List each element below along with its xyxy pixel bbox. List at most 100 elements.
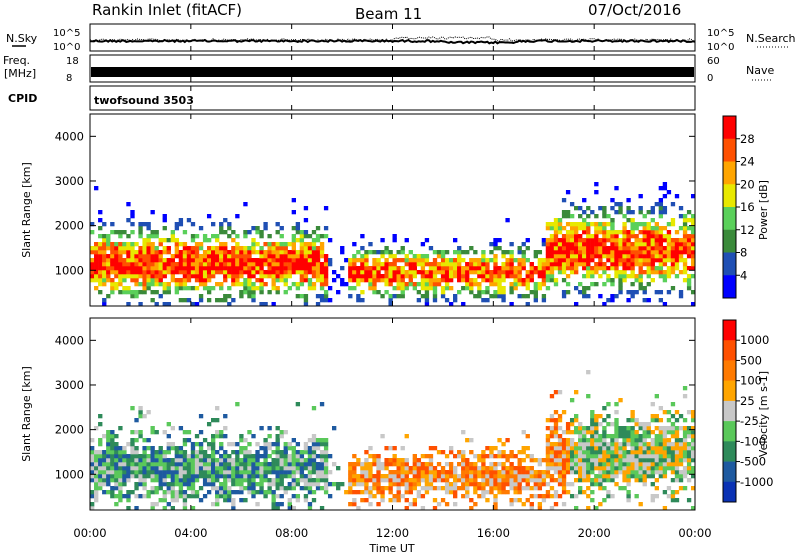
velocity-cell bbox=[400, 478, 405, 483]
velocity-cell bbox=[126, 490, 131, 495]
velocity-cell bbox=[251, 486, 256, 491]
velocity-cell bbox=[396, 462, 401, 467]
velocity-cell bbox=[396, 486, 401, 491]
velocity-cell bbox=[170, 482, 175, 487]
velocity-cell bbox=[521, 466, 526, 471]
power-cell bbox=[622, 246, 627, 251]
velocity-cell bbox=[154, 474, 159, 479]
velocity-cell bbox=[114, 474, 119, 479]
velocity-cell bbox=[255, 442, 260, 447]
power-cell bbox=[392, 270, 397, 275]
velocity-cell bbox=[211, 462, 216, 467]
power-cell bbox=[368, 250, 373, 255]
power-cell bbox=[626, 250, 631, 255]
velocity-cell bbox=[670, 490, 676, 495]
power-cell bbox=[94, 286, 99, 291]
power-cell bbox=[263, 226, 268, 231]
power-cell bbox=[440, 270, 446, 275]
power-cell bbox=[674, 194, 680, 199]
power-cell bbox=[690, 258, 696, 263]
velocity-cell bbox=[158, 470, 163, 475]
velocity-cell bbox=[594, 442, 599, 447]
power-cell bbox=[578, 238, 583, 243]
velocity-cell bbox=[384, 462, 389, 467]
velocity-cell bbox=[598, 478, 603, 483]
velocity-cell bbox=[247, 490, 252, 495]
velocity-cell bbox=[215, 470, 220, 475]
velocity-cell bbox=[465, 462, 470, 467]
power-cell bbox=[678, 258, 684, 263]
velocity-cell bbox=[283, 474, 288, 479]
power-cell bbox=[432, 250, 438, 255]
power-cell bbox=[658, 270, 664, 275]
velocity-cell bbox=[541, 474, 547, 479]
velocity-cell bbox=[666, 446, 672, 451]
velocity-cell bbox=[686, 470, 692, 475]
power-cell bbox=[138, 254, 143, 259]
velocity-cell bbox=[259, 474, 264, 479]
power-cell bbox=[206, 274, 212, 279]
velocity-cell bbox=[465, 486, 470, 491]
velocity-cell bbox=[303, 486, 309, 491]
power-cell bbox=[251, 298, 256, 303]
velocity-cell bbox=[90, 470, 95, 475]
power-cell bbox=[493, 290, 498, 295]
velocity-cell bbox=[501, 478, 506, 483]
velocity-cell bbox=[598, 422, 603, 427]
power-cell bbox=[626, 246, 631, 251]
velocity-cell bbox=[190, 462, 196, 467]
power-cell bbox=[642, 222, 647, 227]
velocity-cell bbox=[275, 454, 280, 459]
power-cell bbox=[682, 258, 688, 263]
velocity-cell bbox=[594, 422, 599, 427]
velocity-cell bbox=[634, 454, 639, 459]
power-cell bbox=[678, 246, 684, 251]
velocity-cell bbox=[372, 458, 377, 463]
power-cell bbox=[360, 246, 365, 251]
power-cell bbox=[190, 302, 196, 307]
power-cell bbox=[436, 250, 442, 255]
power-cell bbox=[626, 218, 631, 223]
velocity-cell bbox=[138, 466, 143, 471]
power-cell bbox=[114, 250, 119, 255]
power-cell bbox=[497, 294, 502, 299]
velocity-cell bbox=[154, 454, 159, 459]
velocity-cell bbox=[231, 470, 236, 475]
power-cell bbox=[565, 266, 571, 271]
velocity-cell bbox=[541, 494, 547, 499]
y-tick-label: 2000 bbox=[55, 423, 84, 437]
velocity-cell bbox=[118, 478, 123, 483]
power-cell bbox=[206, 250, 212, 255]
power-cell bbox=[146, 250, 151, 255]
velocity-cell bbox=[352, 490, 357, 495]
power-cell bbox=[448, 270, 454, 275]
velocity-cell bbox=[509, 474, 514, 479]
velocity-cell bbox=[202, 450, 208, 455]
power-cell bbox=[392, 234, 397, 239]
velocity-cell bbox=[348, 502, 353, 507]
velocity-cell bbox=[243, 438, 248, 443]
velocity-cell bbox=[682, 434, 688, 439]
velocity-cell bbox=[678, 470, 684, 475]
velocity-cell bbox=[90, 474, 95, 479]
velocity-cell bbox=[134, 458, 139, 463]
velocity-cell bbox=[444, 470, 450, 475]
power-cell bbox=[323, 294, 329, 299]
velocity-cell bbox=[142, 458, 147, 463]
velocity-cell bbox=[553, 450, 559, 455]
power-cell bbox=[457, 274, 462, 279]
power-cell bbox=[239, 258, 244, 263]
power-cell bbox=[602, 210, 607, 215]
power-cell bbox=[174, 222, 180, 227]
velocity-cell bbox=[690, 470, 696, 475]
power-cell bbox=[384, 266, 389, 271]
velocity-cell bbox=[481, 462, 486, 467]
power-cell bbox=[259, 270, 264, 275]
velocity-cell bbox=[505, 490, 510, 495]
velocity-cell bbox=[182, 470, 188, 475]
velocity-cell bbox=[561, 410, 567, 415]
power-cell bbox=[565, 282, 571, 287]
power-cell bbox=[344, 282, 349, 287]
power-cell bbox=[489, 250, 494, 255]
power-cell bbox=[501, 294, 506, 299]
